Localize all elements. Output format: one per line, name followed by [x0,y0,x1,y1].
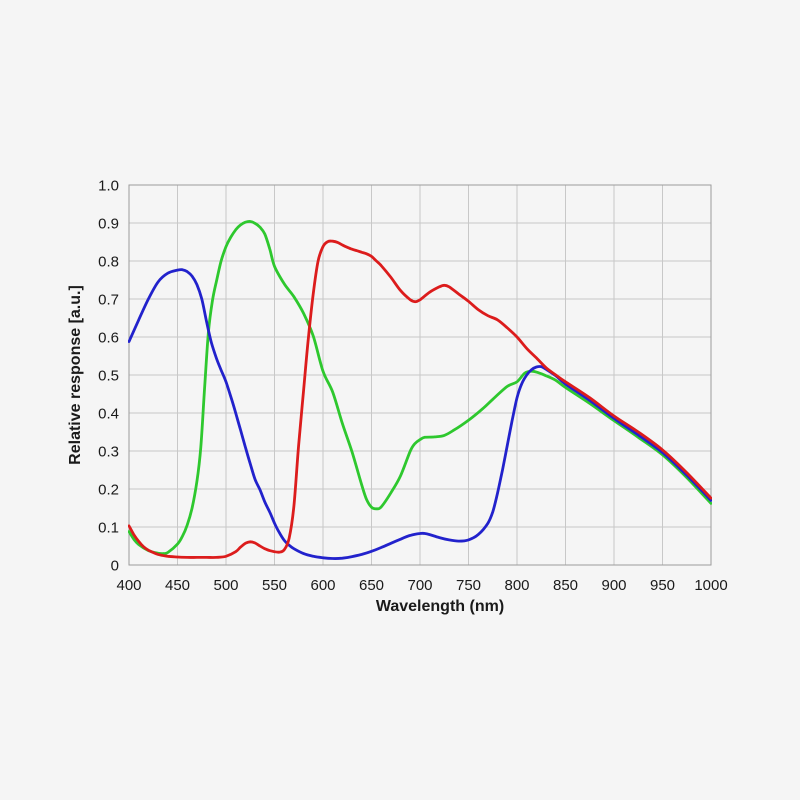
x-tick-label: 400 [116,577,141,594]
x-axis-title: Wavelength (nm) [0,598,800,616]
x-tick-label: 550 [262,577,287,594]
curve-red-channel [128,239,712,559]
x-tick-label: 1000 [694,577,727,594]
y-tick-label: 0.8 [98,253,119,270]
x-tick-label: 950 [650,577,675,594]
y-tick-label: 0.2 [98,481,119,498]
x-tick-label: 850 [553,577,578,594]
x-tick-label: 600 [310,577,335,594]
x-tick-label: 650 [359,577,384,594]
x-tick-label: 450 [165,577,190,594]
x-tick-label: 500 [213,577,238,594]
y-tick-label: 0 [111,557,119,574]
y-tick-label: 0.6 [98,329,119,346]
y-tick-label: 0.5 [98,367,119,384]
y-tick-label: 0.9 [98,215,119,232]
y-tick-label: 1.0 [98,177,119,194]
x-tick-label: 750 [456,577,481,594]
x-tick-label: 700 [407,577,432,594]
x-tick-label: 800 [504,577,529,594]
curve-green-channel [128,220,712,556]
y-tick-label: 0.1 [98,519,119,536]
x-axis-title-text: Wavelength (nm) [375,598,505,615]
x-tick-label: 900 [601,577,626,594]
curve-blue-channel [128,268,712,560]
y-tick-label: 0.4 [98,405,119,422]
y-tick-label: 0.3 [98,443,119,460]
plot-frame [128,184,712,566]
y-tick-label: 0.7 [98,291,119,308]
y-axis-title: Relative response [a.u.] [67,285,84,465]
